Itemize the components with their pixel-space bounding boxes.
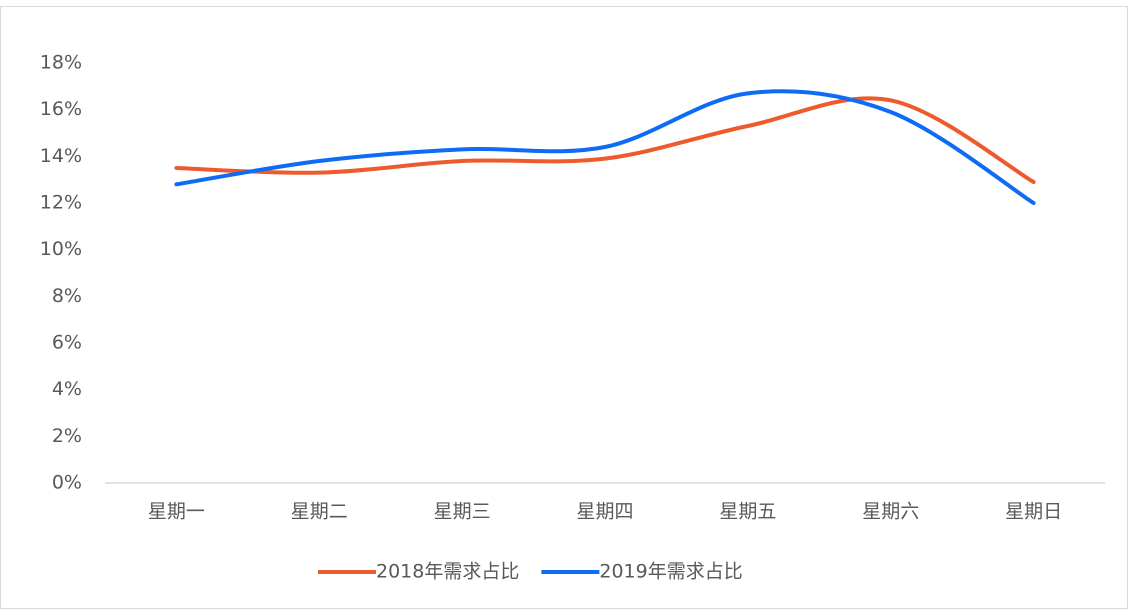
- x-tick-label: 星期五: [719, 501, 776, 523]
- x-tick-label: 星期四: [576, 501, 633, 523]
- legend-label: 2018年需求占比: [376, 561, 519, 583]
- y-tick-label: 8%: [52, 285, 82, 307]
- y-tick-label: 0%: [52, 472, 82, 494]
- chart-frame: [0, 6, 1128, 609]
- y-tick-label: 18%: [40, 52, 82, 74]
- x-tick-label: 星期日: [1005, 501, 1062, 523]
- y-tick-label: 2%: [52, 425, 82, 447]
- y-tick-label: 14%: [40, 145, 82, 167]
- y-tick-label: 12%: [40, 192, 82, 214]
- x-tick-label: 星期一: [148, 501, 205, 523]
- series-line: [174, 89, 1036, 205]
- y-tick-label: 4%: [52, 378, 82, 400]
- x-tick-label: 星期二: [291, 501, 348, 523]
- x-tick-label: 星期六: [862, 501, 919, 523]
- y-tick-label: 6%: [52, 332, 82, 354]
- y-tick-label: 16%: [40, 98, 82, 120]
- legend-label: 2019年需求占比: [599, 561, 742, 583]
- x-tick-label: 星期三: [434, 501, 491, 523]
- y-tick-label: 10%: [40, 238, 82, 260]
- series-line: [174, 96, 1036, 184]
